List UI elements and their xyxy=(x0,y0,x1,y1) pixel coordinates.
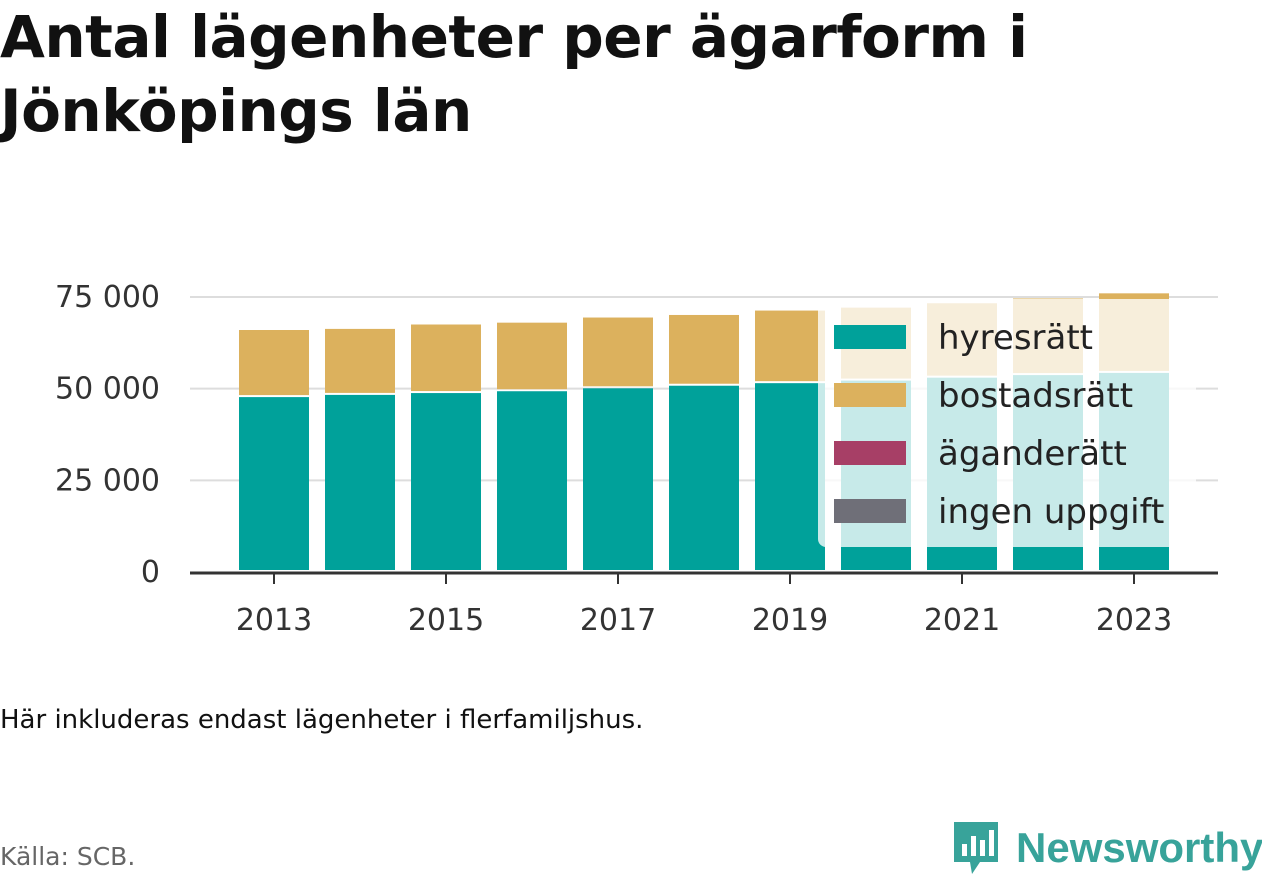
bar-segment xyxy=(497,322,567,390)
y-tick-label: 25 000 xyxy=(55,463,160,498)
legend-label: hyresrätt xyxy=(938,318,1093,358)
bar-segment xyxy=(239,397,309,570)
source-label: Källa: SCB. xyxy=(0,842,136,871)
legend-swatch xyxy=(834,325,906,349)
bar-segment xyxy=(325,328,395,393)
legend-swatch xyxy=(834,499,906,523)
bar-segment xyxy=(755,383,825,570)
bar-segment xyxy=(755,310,825,382)
legend-label: ingen uppgift xyxy=(938,492,1164,532)
bar-segment xyxy=(497,391,567,570)
legend-swatch xyxy=(834,441,906,465)
stacked-bar-chart: 0 25 000 50 000 75 000 2013 2015 2017 2019 2021 2… xyxy=(55,280,1218,638)
bar-segment xyxy=(583,388,653,570)
x-tick-label: 2015 xyxy=(408,603,484,638)
bar-segment xyxy=(239,330,309,396)
newsworthy-bar-chart-icon xyxy=(954,822,998,874)
x-tick-label: 2023 xyxy=(1096,603,1172,638)
y-tick-label: 50 000 xyxy=(55,372,160,407)
logo-text: Newsworthy xyxy=(1016,824,1262,871)
x-tick-label: 2019 xyxy=(752,603,828,638)
legend-panel xyxy=(818,299,1196,547)
bar-segment xyxy=(325,394,395,570)
bar-segment xyxy=(669,314,739,384)
bar-segment xyxy=(669,385,739,570)
x-tick-label: 2013 xyxy=(236,603,312,638)
x-tick-label: 2017 xyxy=(580,603,656,638)
chart-title: Antal lägenheter per ägarform i Jönköpin… xyxy=(0,3,1028,145)
x-tick-label: 2021 xyxy=(924,603,1000,638)
bar-segment xyxy=(583,317,653,387)
legend-label: äganderätt xyxy=(938,434,1127,474)
chart-note: Här inkluderas endast lägenheter i flerf… xyxy=(0,705,644,735)
legend-label: bostadsrätt xyxy=(938,376,1133,416)
newsworthy-logo: Newsworthy xyxy=(950,818,1262,878)
y-tick-label: 0 xyxy=(141,555,160,590)
bar-segment xyxy=(411,393,481,570)
legend-swatch xyxy=(834,383,906,407)
y-tick-label: 75 000 xyxy=(55,280,160,315)
bar-segment xyxy=(411,324,481,392)
